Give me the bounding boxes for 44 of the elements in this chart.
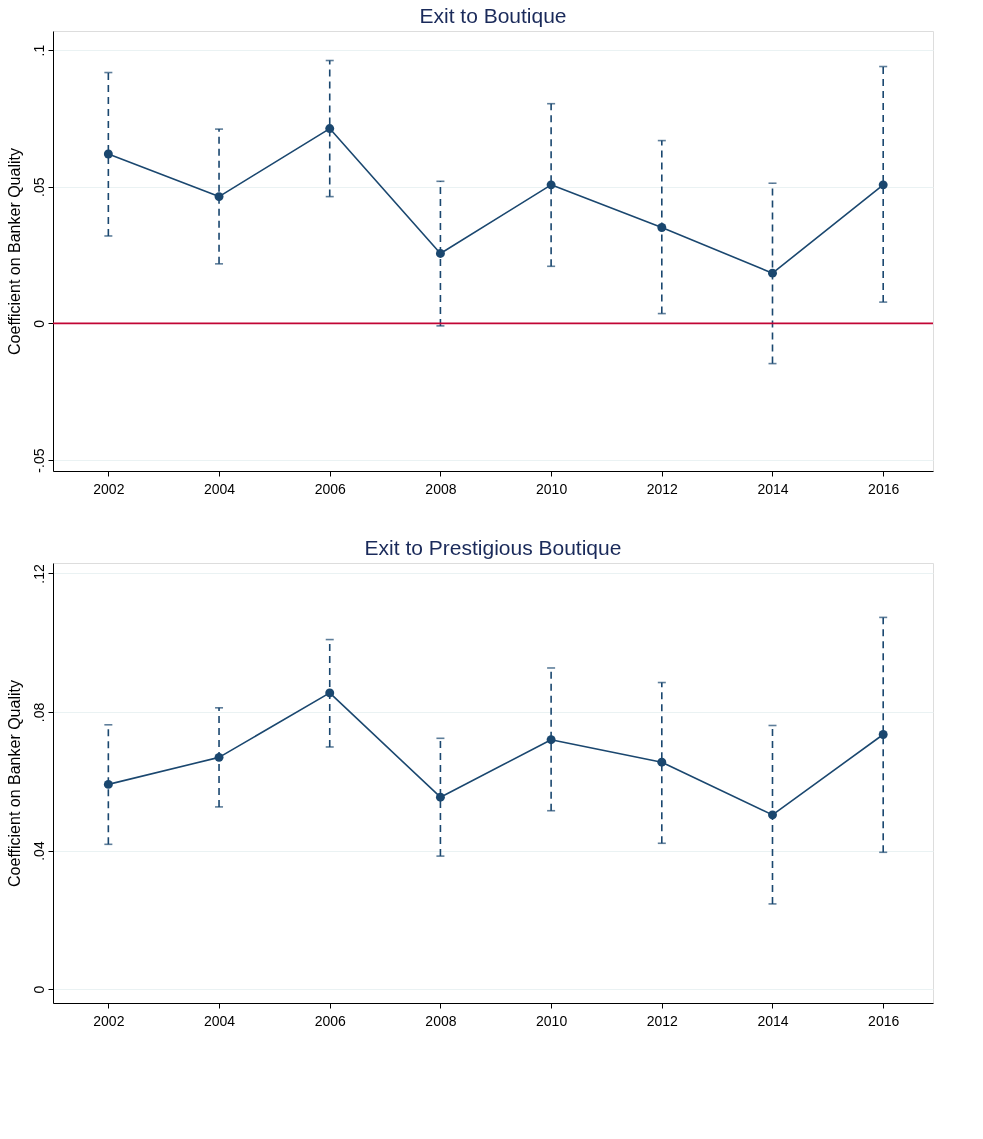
y-tick-label: .08 bbox=[30, 702, 47, 723]
chart-title: Exit to Prestigious Boutique bbox=[364, 536, 622, 559]
point bbox=[768, 268, 777, 278]
x-tick-label: 2010 bbox=[536, 480, 568, 497]
y-axis-title: Coefficient on Banker Quality bbox=[5, 680, 23, 887]
x-tick-label: 2016 bbox=[868, 480, 900, 497]
x-tick-label: 2004 bbox=[203, 1012, 236, 1029]
x-tick-label: 2006 bbox=[314, 1012, 347, 1029]
point bbox=[657, 757, 667, 767]
point bbox=[546, 735, 556, 745]
y-tick-label: .12 bbox=[30, 563, 47, 584]
point bbox=[103, 779, 113, 789]
point bbox=[435, 792, 445, 802]
x-tick-label: 2004 bbox=[203, 480, 236, 497]
y-tick-label: 0 bbox=[30, 985, 47, 994]
point bbox=[768, 810, 777, 820]
x-tick-label: 2016 bbox=[868, 1012, 900, 1029]
y-tick-label: .05 bbox=[30, 177, 47, 198]
point bbox=[325, 124, 335, 134]
point bbox=[878, 730, 888, 739]
x-tick-label: 2002 bbox=[93, 1012, 125, 1029]
y-tick-label: .1 bbox=[30, 44, 47, 57]
x-tick-label: 2002 bbox=[93, 480, 125, 497]
y-axis-title: Coefficient on Banker Quality bbox=[5, 148, 23, 355]
chart-title: Exit to Boutique bbox=[419, 4, 567, 27]
y-tick-label: 0 bbox=[30, 319, 47, 328]
x-tick-label: 2014 bbox=[757, 480, 789, 497]
x-tick-label: 2012 bbox=[646, 1012, 679, 1029]
point bbox=[878, 180, 888, 190]
y-tick-label: .04 bbox=[30, 841, 47, 861]
x-tick-label: 2008 bbox=[425, 480, 457, 497]
x-tick-label: 2012 bbox=[646, 480, 679, 497]
point bbox=[435, 249, 445, 258]
point bbox=[214, 752, 224, 762]
point bbox=[103, 149, 113, 159]
y-tick-label: -.05 bbox=[30, 448, 47, 473]
point bbox=[657, 223, 667, 232]
x-tick-label: 2008 bbox=[425, 1012, 457, 1029]
point bbox=[325, 688, 335, 698]
x-tick-label: 2006 bbox=[314, 480, 347, 497]
x-tick-label: 2010 bbox=[536, 1012, 568, 1029]
point bbox=[214, 192, 224, 202]
x-tick-label: 2014 bbox=[757, 1012, 789, 1029]
point bbox=[546, 180, 556, 190]
